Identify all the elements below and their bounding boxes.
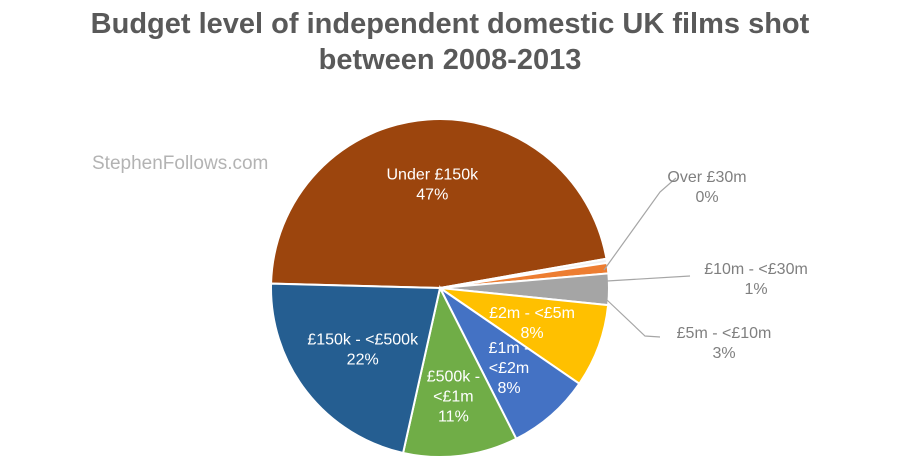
watermark: StephenFollows.com — [92, 153, 269, 174]
pie-slice-under-150k — [270, 117, 608, 290]
chart-title-line-1: Budget level of independent domestic UK … — [90, 8, 810, 40]
slice-label-under-150k: Under £150k 47% — [386, 167, 479, 204]
leader-line-over-30m — [603, 177, 677, 271]
leader-line-10m-30m — [606, 275, 691, 282]
slice-label-10m-30m: £10m - <£30m 1% — [704, 261, 808, 298]
slice-label-500k-1m: £500k -<£1m 11% — [427, 368, 480, 425]
leader-line-5m-10m — [606, 299, 661, 338]
chart-title: Budget level of independent domestic UK … — [0, 6, 900, 78]
slice-label-1m-2m: £1m -<£2m 8% — [489, 340, 530, 397]
slice-label-5m-10m: £5m - <£10m 3% — [677, 325, 772, 362]
pie-slice-150k-500k — [270, 282, 442, 455]
slice-label-2m-5m: £2m - <£5m 8% — [489, 305, 575, 342]
slice-label-150k-500k: £150k - <£500k 22% — [307, 331, 419, 368]
chart-title-line-2: between 2008-2013 — [318, 44, 582, 76]
slice-label-over-30m: Over £30m 0% — [667, 169, 746, 206]
